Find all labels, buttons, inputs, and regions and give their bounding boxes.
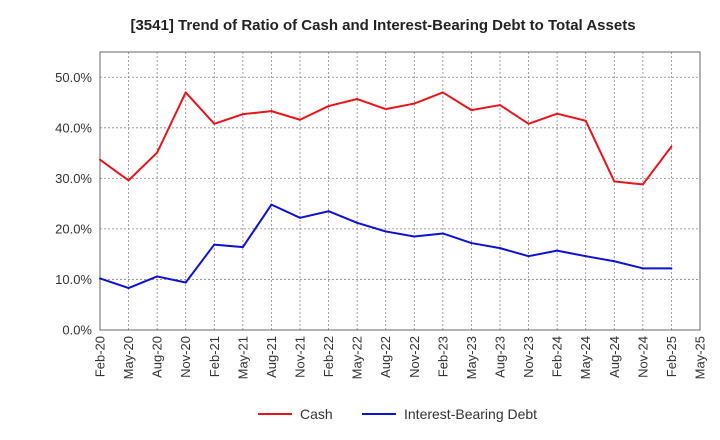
x-tick-label: Feb-24 [550,336,565,377]
data-point [527,122,530,125]
data-point [356,221,359,224]
series-line-cash [99,91,673,186]
data-point [241,246,244,249]
data-point [299,118,301,121]
y-tick-label: 30.0% [55,171,92,186]
data-point [384,108,387,111]
data-point [641,183,644,186]
data-point [356,98,359,101]
series-lines [99,91,673,290]
data-point [99,158,101,161]
data-point [384,230,387,233]
data-point [270,110,273,113]
x-tick-label: Nov-24 [635,336,650,378]
data-point [184,281,187,284]
data-point [670,145,673,148]
data-point [641,267,644,270]
legend-label: Cash [300,406,333,422]
x-tick-label: May-20 [121,336,136,379]
data-point [184,91,187,94]
data-point [470,109,473,112]
data-point [556,112,559,115]
data-point [127,179,130,182]
data-point [441,232,444,235]
x-tick-label: Aug-22 [378,336,393,378]
x-axis: Feb-20 May-20 Aug-20 Nov-20 Feb-21 May-21 Aug-… [93,336,708,379]
data-point [99,277,101,280]
data-point [613,260,616,263]
x-tick-label: Aug-21 [264,336,279,378]
data-point [241,113,244,116]
data-point [413,235,416,238]
grid [99,52,701,331]
data-point [670,267,673,270]
x-tick-label: Feb-23 [435,336,450,377]
x-tick-label: Nov-21 [293,336,308,378]
chart-title: [3541] Trend of Ratio of Cash and Intere… [130,17,635,34]
y-tick-label: 40.0% [55,120,92,135]
data-point [499,247,501,250]
x-tick-label: Feb-22 [321,336,336,377]
data-point [584,255,587,258]
x-tick-label: May-22 [350,336,365,379]
y-axis: 0.0% 10.0% 20.0% 30.0% 40.0% 50.0% [55,70,92,338]
data-point [556,249,559,252]
y-tick-label: 0.0% [62,323,92,338]
data-point [584,119,587,122]
legend: Cash Interest-Bearing Debt [258,406,537,422]
x-tick-label: May-23 [464,336,479,379]
data-point [270,203,273,206]
x-tick-label: Feb-25 [664,336,679,377]
data-point [213,243,216,246]
data-point [441,91,444,94]
x-tick-label: Aug-24 [607,336,622,378]
x-tick-label: Feb-21 [207,336,222,377]
y-tick-label: 10.0% [55,272,92,287]
x-tick-label: May-24 [578,336,593,379]
x-tick-label: Aug-23 [493,336,508,378]
data-point [470,242,473,245]
plot-area-frame [99,51,701,331]
x-tick-label: May-25 [693,336,708,379]
data-point [613,180,616,183]
y-tick-label: 20.0% [55,221,92,236]
data-point [156,275,159,278]
legend-label: Interest-Bearing Debt [404,406,537,422]
data-point [327,210,330,213]
data-point [413,102,416,105]
data-point [499,104,501,107]
data-point [327,105,330,108]
x-tick-label: Aug-20 [150,336,165,378]
x-tick-label: Nov-23 [521,336,536,378]
data-point [213,122,216,125]
x-tick-label: Nov-22 [407,336,422,378]
data-point [527,255,530,258]
data-point [299,216,301,219]
x-tick-label: May-21 [235,336,250,379]
data-point [156,151,159,154]
data-point [127,287,130,290]
x-tick-label: Feb-20 [93,336,108,377]
x-tick-label: Nov-20 [178,336,193,378]
y-tick-label: 50.0% [55,70,92,85]
